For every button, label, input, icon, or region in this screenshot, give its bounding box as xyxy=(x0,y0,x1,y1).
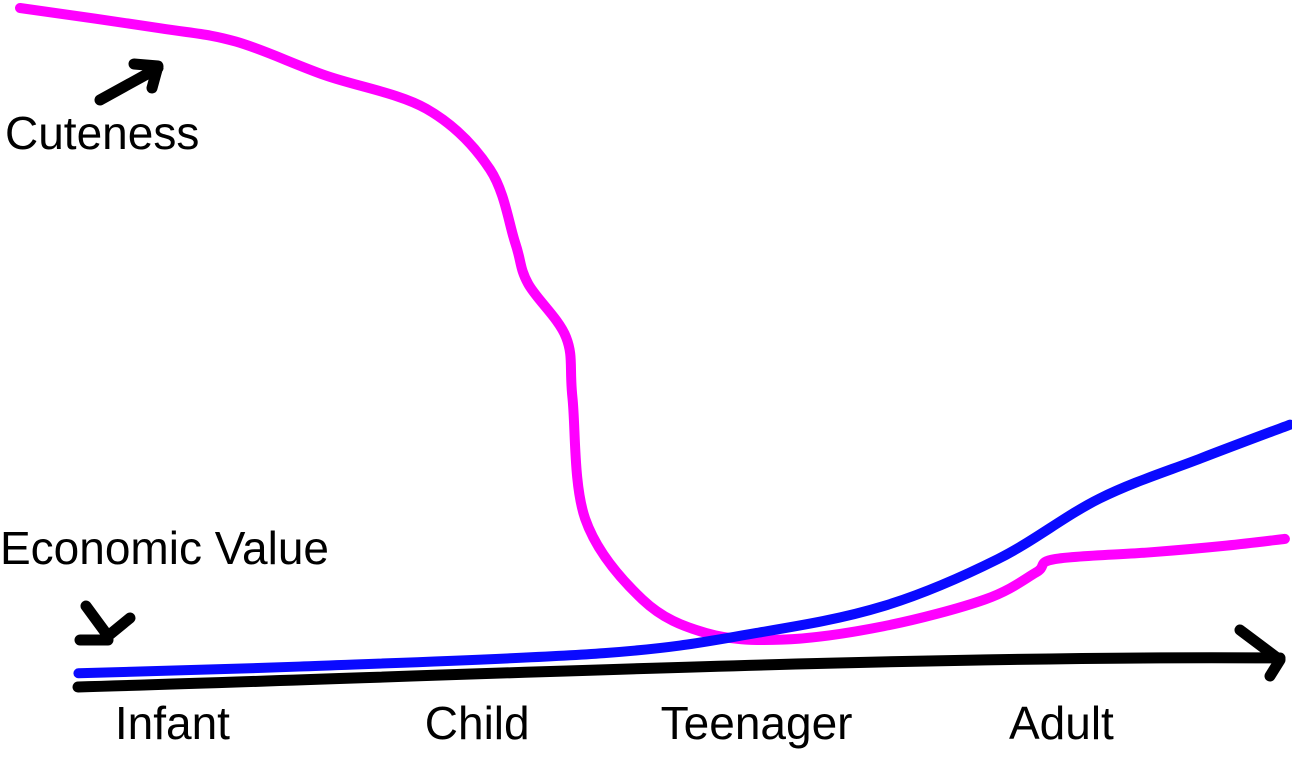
x-tick-label: Infant xyxy=(115,697,230,749)
series-line xyxy=(15,3,1290,646)
x-tick-label: Adult xyxy=(1009,697,1114,749)
x-axis xyxy=(72,652,1286,693)
annotation-arrow xyxy=(74,600,136,646)
series-line xyxy=(73,419,1292,679)
annotation-arrow xyxy=(94,58,164,106)
x-axis-arrowhead xyxy=(1234,624,1286,682)
x-tick-label: Child xyxy=(425,697,530,749)
series-label: Economic Value xyxy=(0,522,329,574)
x-tick-label: Teenager xyxy=(661,697,853,749)
series-label: Cuteness xyxy=(5,107,199,159)
